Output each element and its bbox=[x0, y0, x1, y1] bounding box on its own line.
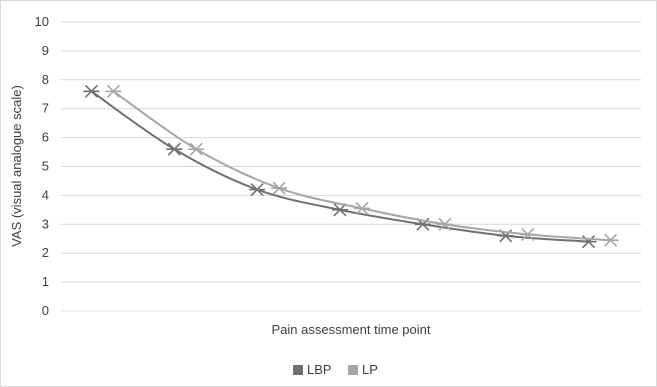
data-point-lbp-1 bbox=[83, 84, 100, 98]
y-tick-label-5: 5 bbox=[42, 159, 49, 174]
data-point-lp-4 bbox=[354, 201, 370, 215]
y-tick-label-6: 6 bbox=[42, 130, 49, 145]
y-tick-label-1: 1 bbox=[42, 274, 49, 289]
data-point-lp-3 bbox=[271, 181, 288, 195]
data-point-lp-6 bbox=[519, 227, 536, 241]
data-point-lp-1 bbox=[105, 84, 122, 98]
y-axis-title: VAS (visual analogue scale) bbox=[9, 85, 24, 247]
series-line-lp bbox=[112, 90, 611, 242]
data-point-lbp-2 bbox=[166, 142, 183, 156]
y-tick-label-2: 2 bbox=[42, 245, 49, 260]
legend-label-lbp: LBP bbox=[307, 362, 332, 377]
legend: LBP LP bbox=[293, 362, 378, 377]
data-point-lp-2 bbox=[188, 142, 205, 156]
data-point-lbp-3 bbox=[249, 183, 266, 197]
legend-swatch-lbp bbox=[293, 365, 303, 375]
gridlines bbox=[61, 21, 641, 312]
legend-swatch-lp bbox=[348, 365, 358, 375]
y-tick-label-8: 8 bbox=[42, 72, 49, 87]
y-tick-label-3: 3 bbox=[42, 216, 49, 231]
series-lines bbox=[83, 84, 619, 249]
data-point-lbp-7 bbox=[580, 235, 597, 249]
y-tick-label-4: 4 bbox=[42, 187, 49, 202]
y-tick-label-7: 7 bbox=[42, 101, 49, 116]
data-point-lp-7 bbox=[602, 233, 619, 247]
legend-label-lp: LP bbox=[362, 362, 378, 377]
data-point-lbp-4 bbox=[332, 203, 348, 217]
x-axis-title: Pain assessment time point bbox=[272, 322, 431, 337]
y-tick-labels: 0 1 2 3 4 5 6 7 8 9 10 bbox=[35, 14, 49, 318]
y-tick-label-9: 9 bbox=[42, 43, 49, 58]
data-point-lp-5 bbox=[436, 217, 453, 231]
y-tick-label-10: 10 bbox=[35, 14, 49, 29]
y-tick-label-0: 0 bbox=[42, 303, 49, 318]
